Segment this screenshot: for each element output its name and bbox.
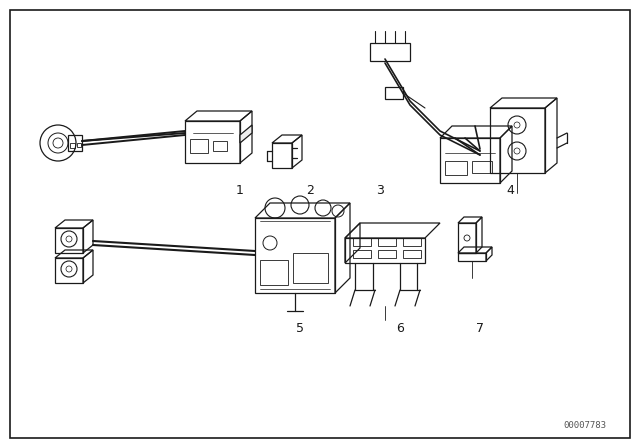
Bar	[213, 141, 227, 151]
Bar	[185, 121, 240, 163]
Bar	[378, 250, 396, 258]
Bar	[353, 238, 371, 246]
Bar	[255, 218, 335, 293]
Text: 3: 3	[376, 184, 384, 197]
Bar	[77, 143, 81, 147]
Bar	[190, 139, 208, 153]
Bar	[68, 135, 82, 151]
Bar	[345, 238, 425, 263]
Polygon shape	[240, 125, 252, 143]
Bar	[440, 138, 500, 183]
Bar	[445, 161, 467, 175]
Bar	[490, 108, 545, 173]
Bar	[385, 87, 403, 99]
Text: 5: 5	[296, 322, 304, 335]
Text: 4: 4	[506, 184, 514, 197]
Bar	[260, 260, 288, 285]
Bar	[458, 253, 486, 261]
Text: 00007783: 00007783	[563, 421, 607, 430]
Bar	[353, 250, 371, 258]
Bar	[378, 238, 396, 246]
Text: 2: 2	[306, 184, 314, 197]
Bar	[458, 223, 476, 253]
Text: 1: 1	[236, 184, 244, 197]
Bar	[472, 161, 492, 173]
Bar	[70, 143, 75, 148]
Bar	[403, 250, 421, 258]
Bar	[55, 258, 83, 283]
Bar	[370, 43, 410, 61]
Bar	[403, 238, 421, 246]
Bar	[55, 228, 83, 253]
Text: 6: 6	[396, 322, 404, 335]
Text: 7: 7	[476, 322, 484, 335]
Bar	[293, 253, 328, 283]
Bar	[272, 143, 292, 168]
